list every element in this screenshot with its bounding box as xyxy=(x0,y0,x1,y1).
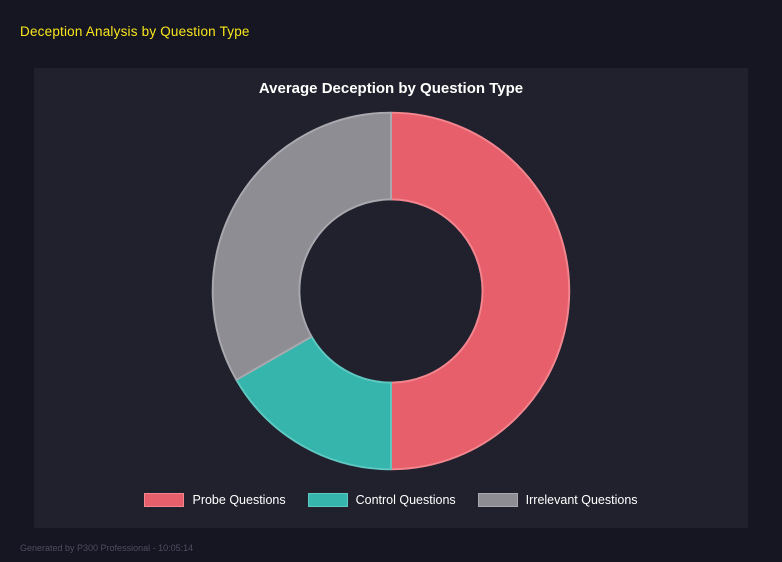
legend-label-probe-questions: Probe Questions xyxy=(192,493,286,507)
footer-text: Generated by P300 Professional - 10:05:1… xyxy=(20,543,194,553)
legend-item-control-questions[interactable]: Control Questions xyxy=(307,493,456,507)
donut-slice-irrelevant-questions[interactable] xyxy=(211,111,392,381)
legend-label-control-questions: Control Questions xyxy=(355,493,456,507)
legend-swatch-control-questions xyxy=(307,493,348,507)
chart-panel: Average Deception by Question Type Probe… xyxy=(34,68,748,528)
donut-chart[interactable] xyxy=(201,101,581,481)
chart-title: Average Deception by Question Type xyxy=(258,80,524,97)
page-title: Deception Analysis by Question Type xyxy=(20,24,250,39)
legend-swatch-irrelevant-questions xyxy=(477,493,518,507)
legend-swatch-probe-questions xyxy=(144,493,185,507)
legend: Probe Questions Control Questions Irreleva… xyxy=(144,493,638,507)
legend-item-probe-questions[interactable]: Probe Questions xyxy=(144,493,286,507)
donut-slice-probe-questions[interactable] xyxy=(390,111,571,471)
legend-label-irrelevant-questions: Irrelevant Questions xyxy=(525,493,638,507)
legend-item-irrelevant-questions[interactable]: Irrelevant Questions xyxy=(477,493,638,507)
